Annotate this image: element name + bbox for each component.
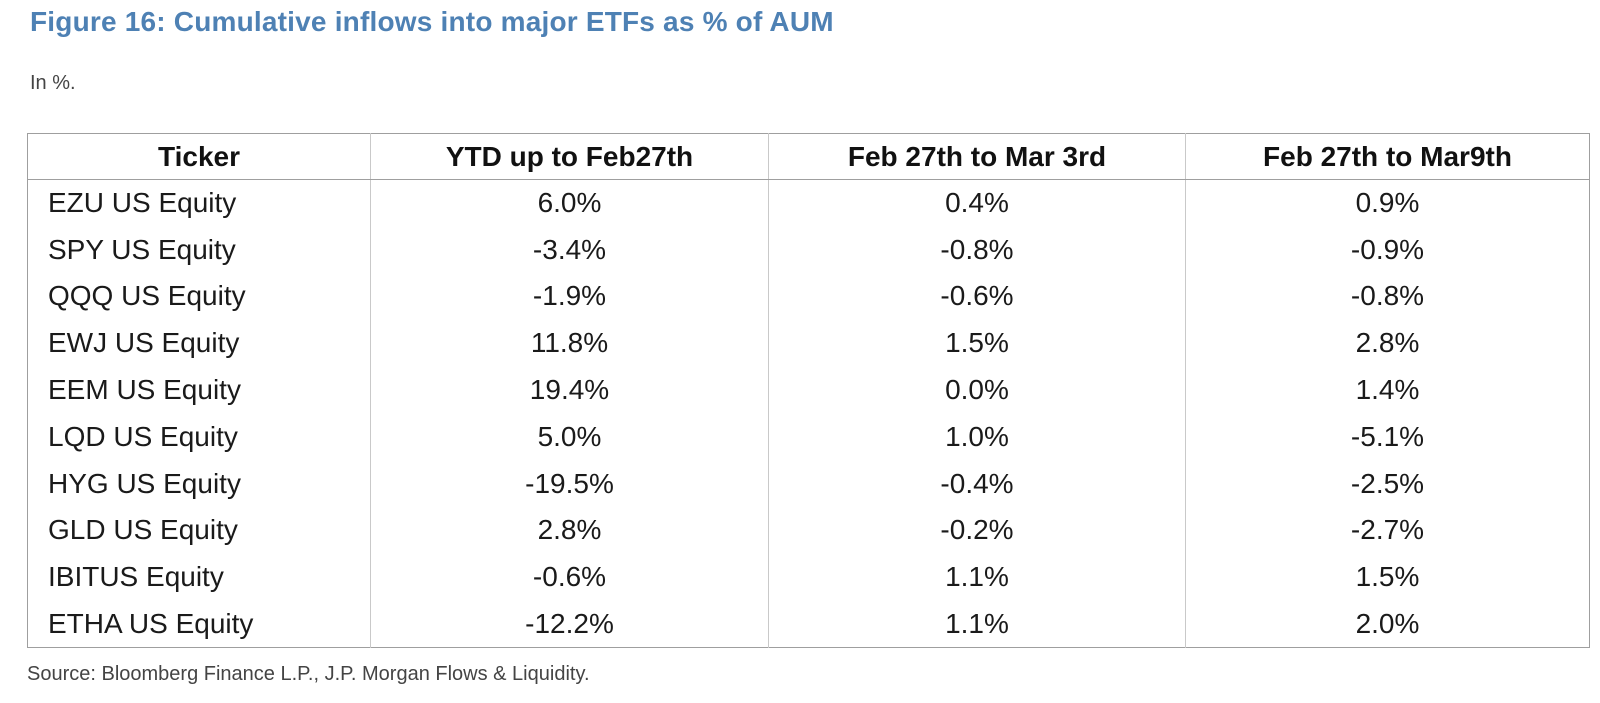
value-cell: -1.9% [370, 273, 769, 320]
value-cell: 1.5% [1185, 553, 1590, 601]
value-cell: 6.0% [370, 179, 769, 227]
ticker-cell: EEM US Equity [48, 374, 241, 406]
table-row: EEM US Equity 19.4% 0.0% 1.4% [28, 366, 1590, 414]
table-row: GLD US Equity 2.8% -0.2% -2.7% [28, 507, 1590, 554]
value-cell: -0.4% [768, 460, 1186, 508]
ticker-cell: GLD US Equity [48, 514, 238, 546]
value-cell: -0.8% [1185, 273, 1590, 320]
table-header-row: Ticker YTD up to Feb27th Feb 27th to Mar… [27, 133, 1590, 180]
ticker-cell: SPY US Equity [48, 233, 236, 265]
ticker-cell: LQD US Equity [48, 420, 238, 452]
value-cell: 2.8% [1185, 319, 1590, 367]
value-cell: 2.8% [370, 507, 769, 554]
table-row: LQD US Equity 5.0% 1.0% -5.1% [28, 413, 1590, 461]
table-row: EZU US Equity 6.0% 0.4% 0.9% [28, 179, 1590, 227]
value-cell: -5.1% [1185, 413, 1590, 461]
value-cell: -12.2% [370, 600, 769, 648]
value-cell: -3.4% [370, 226, 769, 274]
value-cell: -0.9% [1185, 226, 1590, 274]
ticker-cell: EZU US Equity [48, 187, 237, 219]
table-row: SPY US Equity -3.4% -0.8% -0.9% [28, 226, 1590, 274]
figure-subtitle: In %. [30, 72, 76, 94]
etf-flows-table-container: Ticker YTD up to Feb27th Feb 27th to Mar… [27, 133, 1590, 648]
table-row: QQQ US Equity -1.9% -0.6% -0.8% [28, 273, 1590, 320]
ticker-cell: HYG US Equity [48, 467, 241, 499]
column-header-feb27-mar9: Feb 27th to Mar9th [1185, 133, 1590, 180]
ticker-cell: IBITUS Equity [48, 561, 224, 593]
ticker-cell: ETHA US Equity [48, 607, 254, 639]
value-cell: 1.4% [1185, 366, 1590, 414]
etf-flows-table: Ticker YTD up to Feb27th Feb 27th to Mar… [27, 133, 1590, 648]
column-header-ticker: Ticker [27, 133, 371, 180]
value-cell: 11.8% [370, 319, 769, 367]
table-row: ETHA US Equity -12.2% 1.1% 2.0% [28, 600, 1590, 648]
ticker-cell: QQQ US Equity [48, 280, 246, 312]
value-cell: 1.1% [768, 600, 1186, 648]
value-cell: -0.6% [370, 553, 769, 601]
value-cell: 1.1% [768, 553, 1186, 601]
table-row: IBITUS Equity -0.6% 1.1% 1.5% [28, 553, 1590, 601]
value-cell: 2.0% [1185, 600, 1590, 648]
figure-title: Figure 16: Cumulative inflows into major… [30, 6, 834, 37]
column-header-ytd: YTD up to Feb27th [370, 133, 769, 180]
value-cell: 0.9% [1185, 179, 1590, 227]
table-row: HYG US Equity -19.5% -0.4% -2.5% [28, 460, 1590, 508]
value-cell: -2.7% [1185, 507, 1590, 554]
value-cell: 19.4% [370, 366, 769, 414]
value-cell: -2.5% [1185, 460, 1590, 508]
value-cell: 0.0% [768, 366, 1186, 414]
value-cell: -19.5% [370, 460, 769, 508]
value-cell: -0.8% [768, 226, 1186, 274]
source-attribution: Source: Bloomberg Finance L.P., J.P. Mor… [27, 663, 590, 685]
value-cell: -0.2% [768, 507, 1186, 554]
table-row: EWJ US Equity 11.8% 1.5% 2.8% [28, 319, 1590, 367]
value-cell: 1.0% [768, 413, 1186, 461]
value-cell: 1.5% [768, 319, 1186, 367]
value-cell: 5.0% [370, 413, 769, 461]
ticker-cell: EWJ US Equity [48, 327, 240, 359]
column-header-feb27-mar3: Feb 27th to Mar 3rd [768, 133, 1186, 180]
value-cell: 0.4% [768, 179, 1186, 227]
value-cell: -0.6% [768, 273, 1186, 320]
